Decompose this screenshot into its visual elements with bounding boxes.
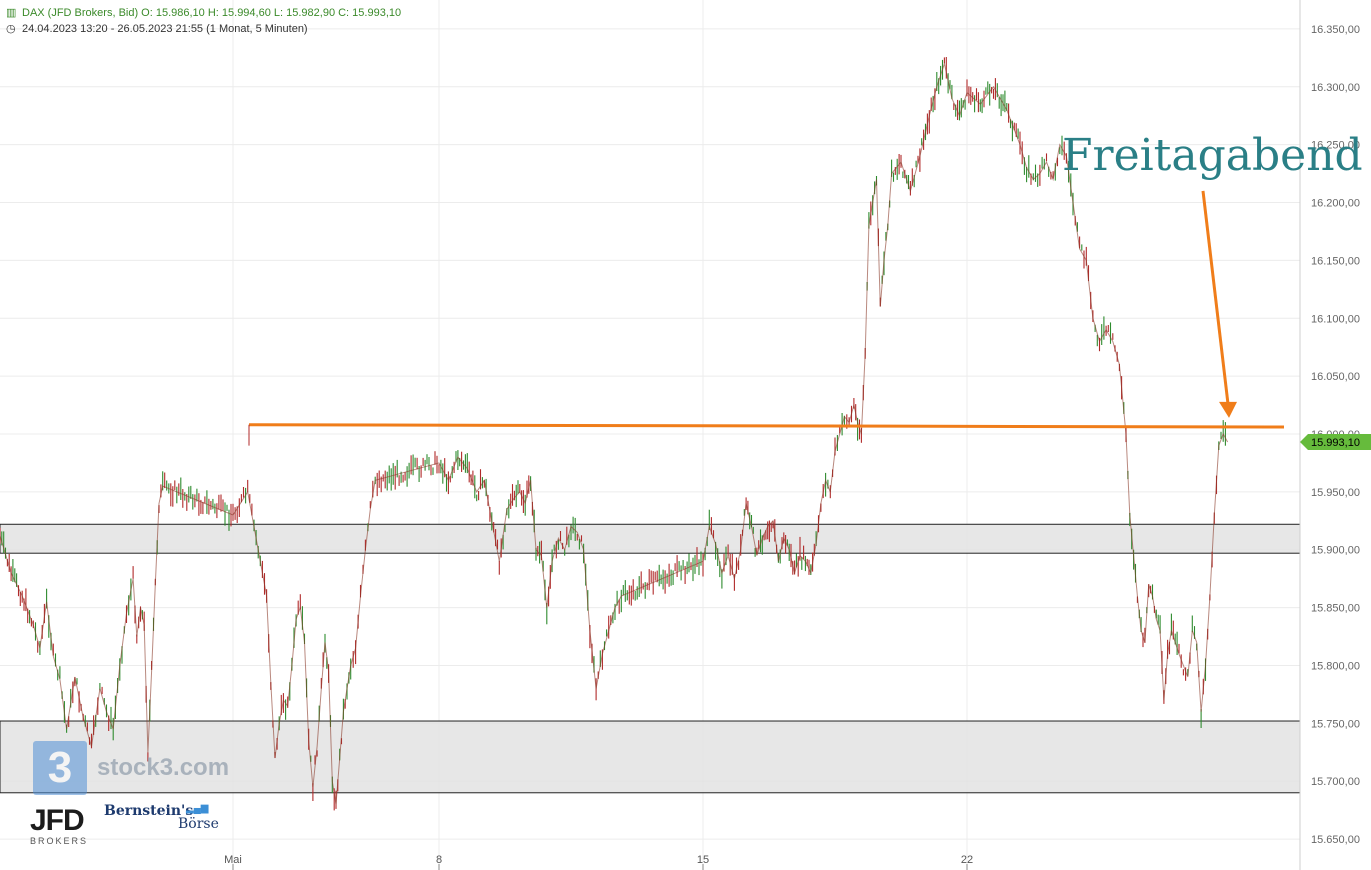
bernstein-logo: Bernstein's	[104, 803, 194, 819]
boerse-logo: Börse	[178, 816, 219, 832]
jfd-logo: JFD	[30, 804, 85, 837]
y-tick-label: 15.950,00	[1311, 487, 1360, 499]
annotation-freitagabend: Freitagabend	[1062, 130, 1363, 181]
jfd-brokers-label: BROKERS	[30, 836, 89, 846]
y-tick-label: 16.350,00	[1311, 24, 1360, 36]
support-zone	[0, 523, 1301, 554]
annotation-overlay	[248, 190, 1285, 446]
y-tick-label: 15.650,00	[1311, 834, 1360, 846]
period-header: ◷ 24.04.2023 13:20 - 26.05.2023 21:55 (1 …	[6, 22, 308, 35]
price-series	[0, 57, 1229, 811]
annotation-arrow	[1201, 190, 1230, 405]
y-tick-label: 15.800,00	[1311, 660, 1360, 672]
y-tick-label: 16.100,00	[1311, 313, 1360, 325]
current-price-label: 15.993,10	[1311, 437, 1360, 449]
y-tick-label: 16.200,00	[1311, 198, 1360, 210]
arrow-head	[1219, 401, 1237, 418]
instrument-header: ▥ DAX (JFD Brokers, Bid) O: 15.986,10 H: …	[6, 6, 401, 19]
x-tick-label: 15	[697, 854, 709, 866]
y-tick-label: 15.750,00	[1311, 718, 1360, 730]
x-tick-label: 8	[436, 854, 442, 866]
clock-icon: ◷	[6, 23, 16, 35]
candlestick-icon: ▥	[6, 7, 17, 19]
y-tick-label: 15.850,00	[1311, 603, 1360, 615]
stock3-logo: 3	[33, 741, 87, 795]
x-tick-label: Mai	[224, 854, 242, 866]
bar-chart-icon: ▂▄▆	[186, 803, 209, 814]
y-tick-label: 16.300,00	[1311, 82, 1360, 94]
y-tick-label: 16.050,00	[1311, 371, 1360, 383]
price-axis: 16.350,00 16.300,00 16.250,00 16.200,00 16.1…	[1299, 0, 1371, 870]
support-zones	[0, 523, 1301, 794]
y-tick-label: 16.150,00	[1311, 255, 1360, 267]
time-axis: Mai 8 15 22	[224, 854, 973, 870]
y-tick-label: 16.250,00	[1311, 140, 1360, 152]
period-range: 24.04.2023 13:20 - 26.05.2023 21:55 (1 M…	[22, 23, 308, 35]
support-zone	[0, 720, 1301, 794]
resistance-line	[248, 423, 1285, 429]
stock3-watermark: stock3.com	[97, 754, 230, 781]
y-tick-label: 15.900,00	[1311, 545, 1360, 557]
current-price-marker	[1300, 433, 1371, 450]
y-tick-label: 15.700,00	[1311, 776, 1360, 788]
instrument-ohlc: DAX (JFD Brokers, Bid) O: 15.986,10 H: 1…	[22, 7, 402, 19]
price-line	[0, 61, 1229, 805]
x-tick-label: 22	[961, 854, 973, 866]
